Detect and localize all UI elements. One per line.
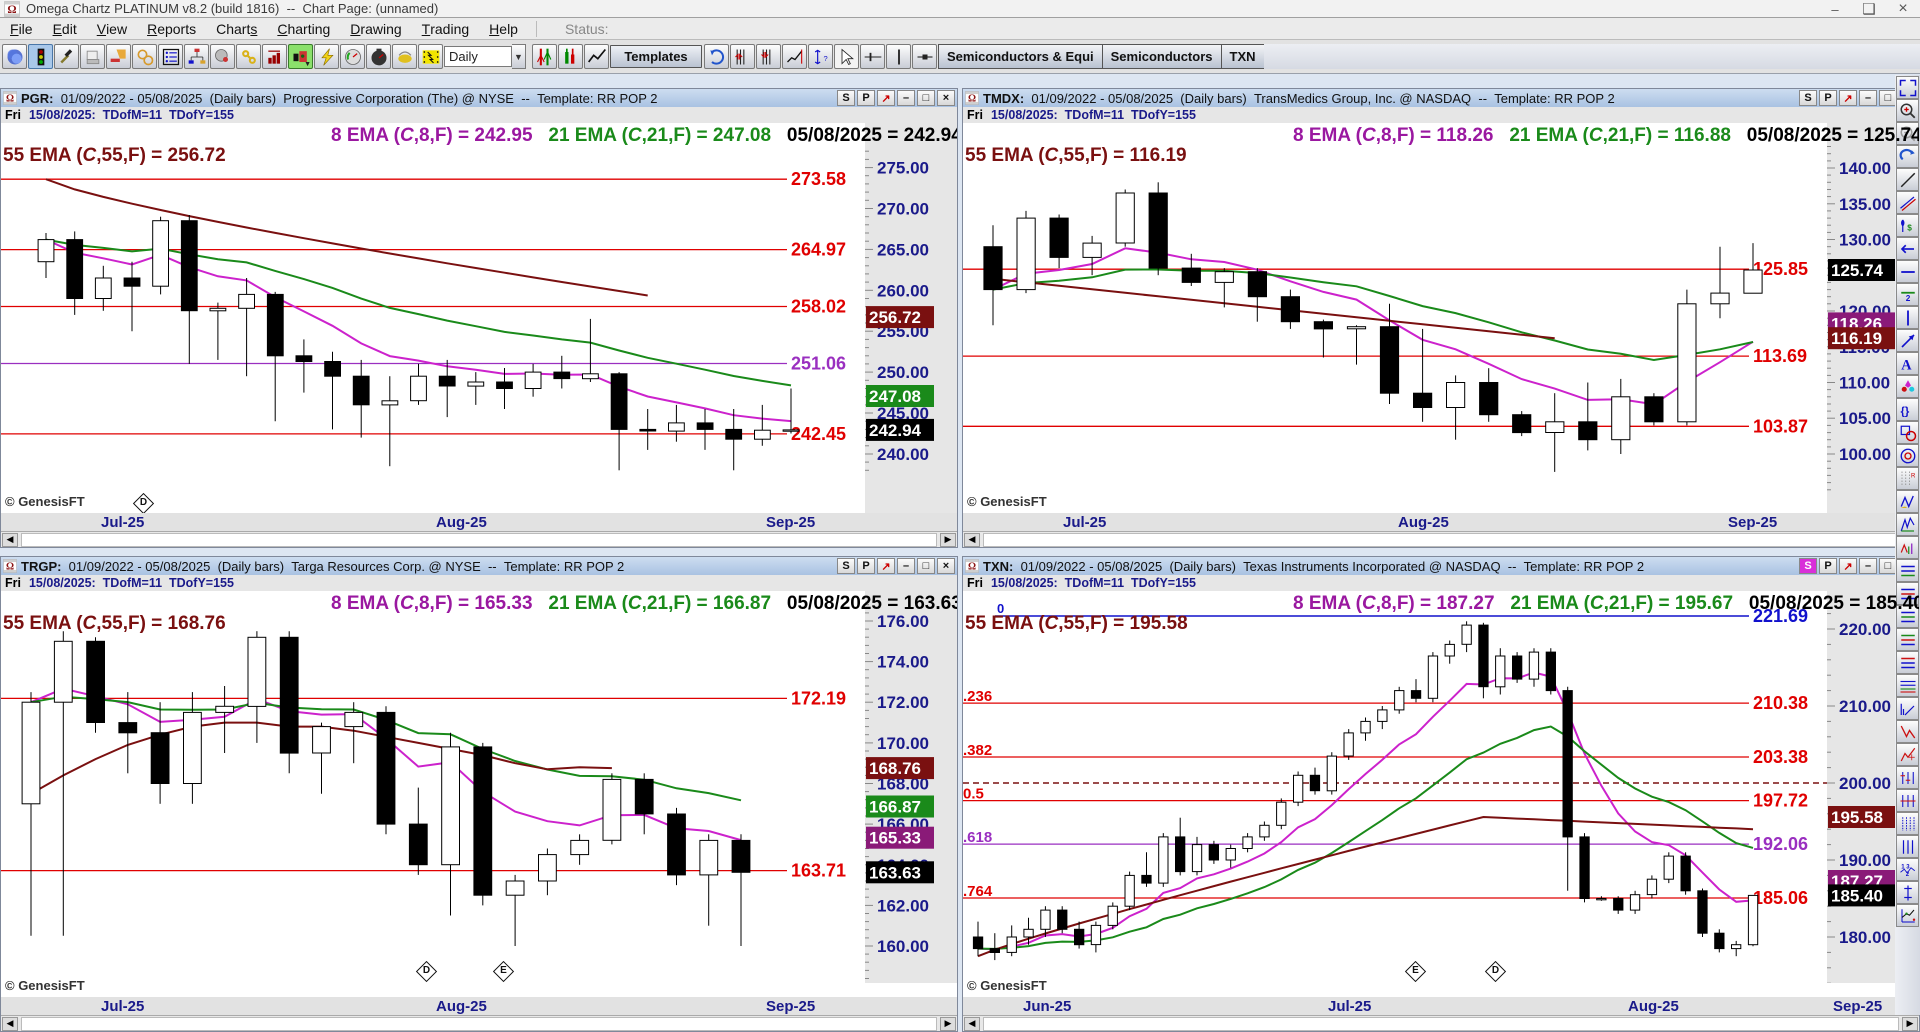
svg-text:Ω: Ω xyxy=(7,4,16,16)
svg-text:160.00: 160.00 xyxy=(877,937,929,956)
svg-text:273.58: 273.58 xyxy=(791,169,846,189)
svg-text:1 3: 1 3 xyxy=(1901,864,1910,870)
svg-text:251.06: 251.06 xyxy=(791,354,846,374)
svg-text:197.72: 197.72 xyxy=(1753,791,1808,811)
svg-text:Ω: Ω xyxy=(968,94,976,105)
svg-text:203.38: 203.38 xyxy=(1753,747,1808,767)
svg-text:190.00: 190.00 xyxy=(1839,851,1891,870)
svg-text:170.00: 170.00 xyxy=(877,734,929,753)
svg-text:110.00: 110.00 xyxy=(1839,374,1890,393)
svg-text:176.00: 176.00 xyxy=(877,612,929,631)
svg-text:220.00: 220.00 xyxy=(1839,620,1891,639)
svg-text:265.00: 265.00 xyxy=(877,240,929,259)
svg-text:185.06: 185.06 xyxy=(1753,888,1808,908)
svg-text:113.69: 113.69 xyxy=(1753,346,1807,366)
svg-text:258.02: 258.02 xyxy=(791,297,846,317)
svg-text:247.08: 247.08 xyxy=(869,387,921,406)
svg-text:130.00: 130.00 xyxy=(1839,231,1891,250)
svg-text:162.00: 162.00 xyxy=(877,896,929,915)
svg-text:210.00: 210.00 xyxy=(1839,697,1891,716)
svg-text:195.58: 195.58 xyxy=(1831,808,1883,827)
svg-text:256.72: 256.72 xyxy=(869,308,921,327)
svg-text:174.00: 174.00 xyxy=(877,653,929,672)
svg-text:185.40: 185.40 xyxy=(1831,886,1883,905)
svg-text:140.00: 140.00 xyxy=(1839,159,1891,178)
svg-text:172.00: 172.00 xyxy=(877,693,929,712)
svg-text:0.5: 0.5 xyxy=(963,786,984,803)
svg-text:.618: .618 xyxy=(963,829,992,846)
svg-text:200.00: 200.00 xyxy=(1839,774,1891,793)
svg-text:Ω: Ω xyxy=(6,94,14,105)
svg-text:A: A xyxy=(1901,357,1912,373)
svg-text:105.00: 105.00 xyxy=(1839,409,1891,428)
svg-text:210.38: 210.38 xyxy=(1753,693,1808,713)
svg-text:?: ? xyxy=(823,54,827,63)
svg-text:2: 2 xyxy=(1905,294,1910,303)
svg-text:135.00: 135.00 xyxy=(1839,195,1891,214)
svg-text:250.00: 250.00 xyxy=(877,363,929,382)
svg-text:172.19: 172.19 xyxy=(791,688,846,708)
svg-text:165.33: 165.33 xyxy=(869,829,921,848)
svg-text:Ω: Ω xyxy=(6,562,14,573)
svg-text:180.00: 180.00 xyxy=(1839,928,1891,947)
svg-text:R: R xyxy=(1911,473,1916,479)
svg-text:0: 0 xyxy=(997,601,1004,616)
svg-text:270.00: 270.00 xyxy=(877,200,929,219)
svg-text:Ω: Ω xyxy=(968,562,976,573)
svg-text:166.87: 166.87 xyxy=(869,798,921,817)
svg-text:221.69: 221.69 xyxy=(1753,606,1808,626)
svg-text:163.63: 163.63 xyxy=(869,863,921,882)
svg-text:168.76: 168.76 xyxy=(869,759,921,778)
svg-text:242.94: 242.94 xyxy=(869,421,922,440)
svg-text:163.71: 163.71 xyxy=(791,861,846,881)
svg-text:.764: .764 xyxy=(963,883,993,900)
svg-text:242.45: 242.45 xyxy=(791,424,846,444)
svg-text:260.00: 260.00 xyxy=(877,281,929,300)
svg-text:.382: .382 xyxy=(963,742,992,759)
svg-text:103.87: 103.87 xyxy=(1753,416,1808,436)
svg-text:275.00: 275.00 xyxy=(877,159,929,178)
svg-text:264.97: 264.97 xyxy=(791,240,846,260)
svg-text:116.19: 116.19 xyxy=(1831,329,1882,348)
svg-text:100.00: 100.00 xyxy=(1839,445,1891,464)
svg-text:$: $ xyxy=(1907,223,1912,232)
svg-text:240.00: 240.00 xyxy=(877,445,929,464)
svg-text:.236: .236 xyxy=(963,688,992,705)
svg-text:192.06: 192.06 xyxy=(1753,834,1808,854)
svg-text:125.74: 125.74 xyxy=(1831,261,1884,280)
svg-text:{}: {} xyxy=(1900,405,1909,417)
